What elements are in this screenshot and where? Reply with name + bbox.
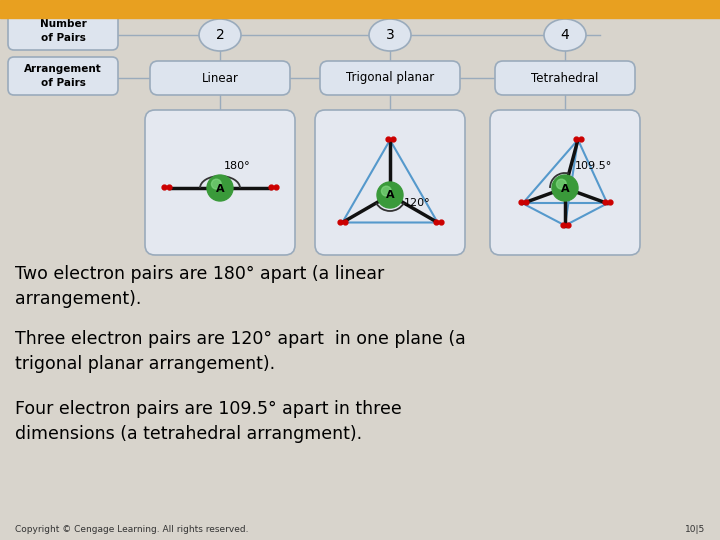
Circle shape: [207, 175, 233, 201]
Text: A: A: [216, 184, 225, 193]
Text: Copyright © Cengage Learning. All rights reserved.: Copyright © Cengage Learning. All rights…: [15, 525, 248, 534]
FancyBboxPatch shape: [145, 110, 295, 255]
Text: 2: 2: [215, 28, 225, 42]
Ellipse shape: [544, 19, 586, 51]
Text: 4: 4: [561, 28, 570, 42]
Text: Linear: Linear: [202, 71, 238, 84]
Circle shape: [382, 186, 391, 196]
Text: Number
of Pairs: Number of Pairs: [40, 19, 86, 43]
FancyBboxPatch shape: [320, 61, 460, 95]
Text: 10|5: 10|5: [685, 525, 705, 534]
Text: Three electron pairs are 120° apart  in one plane (a
trigonal planar arrangement: Three electron pairs are 120° apart in o…: [15, 330, 466, 373]
FancyBboxPatch shape: [490, 110, 640, 255]
Ellipse shape: [199, 19, 241, 51]
Ellipse shape: [369, 19, 411, 51]
Bar: [0, 0, 720, 18]
Text: Trigonal planar: Trigonal planar: [346, 71, 434, 84]
Text: Four electron pairs are 109.5° apart in three
dimensions (a tetrahedral arrangme: Four electron pairs are 109.5° apart in …: [15, 400, 402, 443]
FancyBboxPatch shape: [315, 110, 465, 255]
Text: 109.5°: 109.5°: [575, 161, 612, 171]
Text: Arrangement
of Pairs: Arrangement of Pairs: [24, 64, 102, 87]
Text: Two electron pairs are 180° apart (a linear
arrangement).: Two electron pairs are 180° apart (a lin…: [15, 265, 384, 308]
Circle shape: [552, 175, 578, 201]
Text: 3: 3: [386, 28, 395, 42]
FancyBboxPatch shape: [8, 57, 118, 95]
FancyBboxPatch shape: [150, 61, 290, 95]
FancyBboxPatch shape: [495, 61, 635, 95]
Circle shape: [377, 182, 403, 208]
Text: A: A: [561, 184, 570, 193]
Text: 120°: 120°: [404, 198, 431, 208]
Circle shape: [212, 179, 221, 189]
Text: Tetrahedral: Tetrahedral: [531, 71, 599, 84]
Text: 180°: 180°: [224, 161, 251, 171]
FancyBboxPatch shape: [8, 12, 118, 50]
Text: A: A: [386, 191, 395, 200]
Circle shape: [557, 179, 567, 189]
